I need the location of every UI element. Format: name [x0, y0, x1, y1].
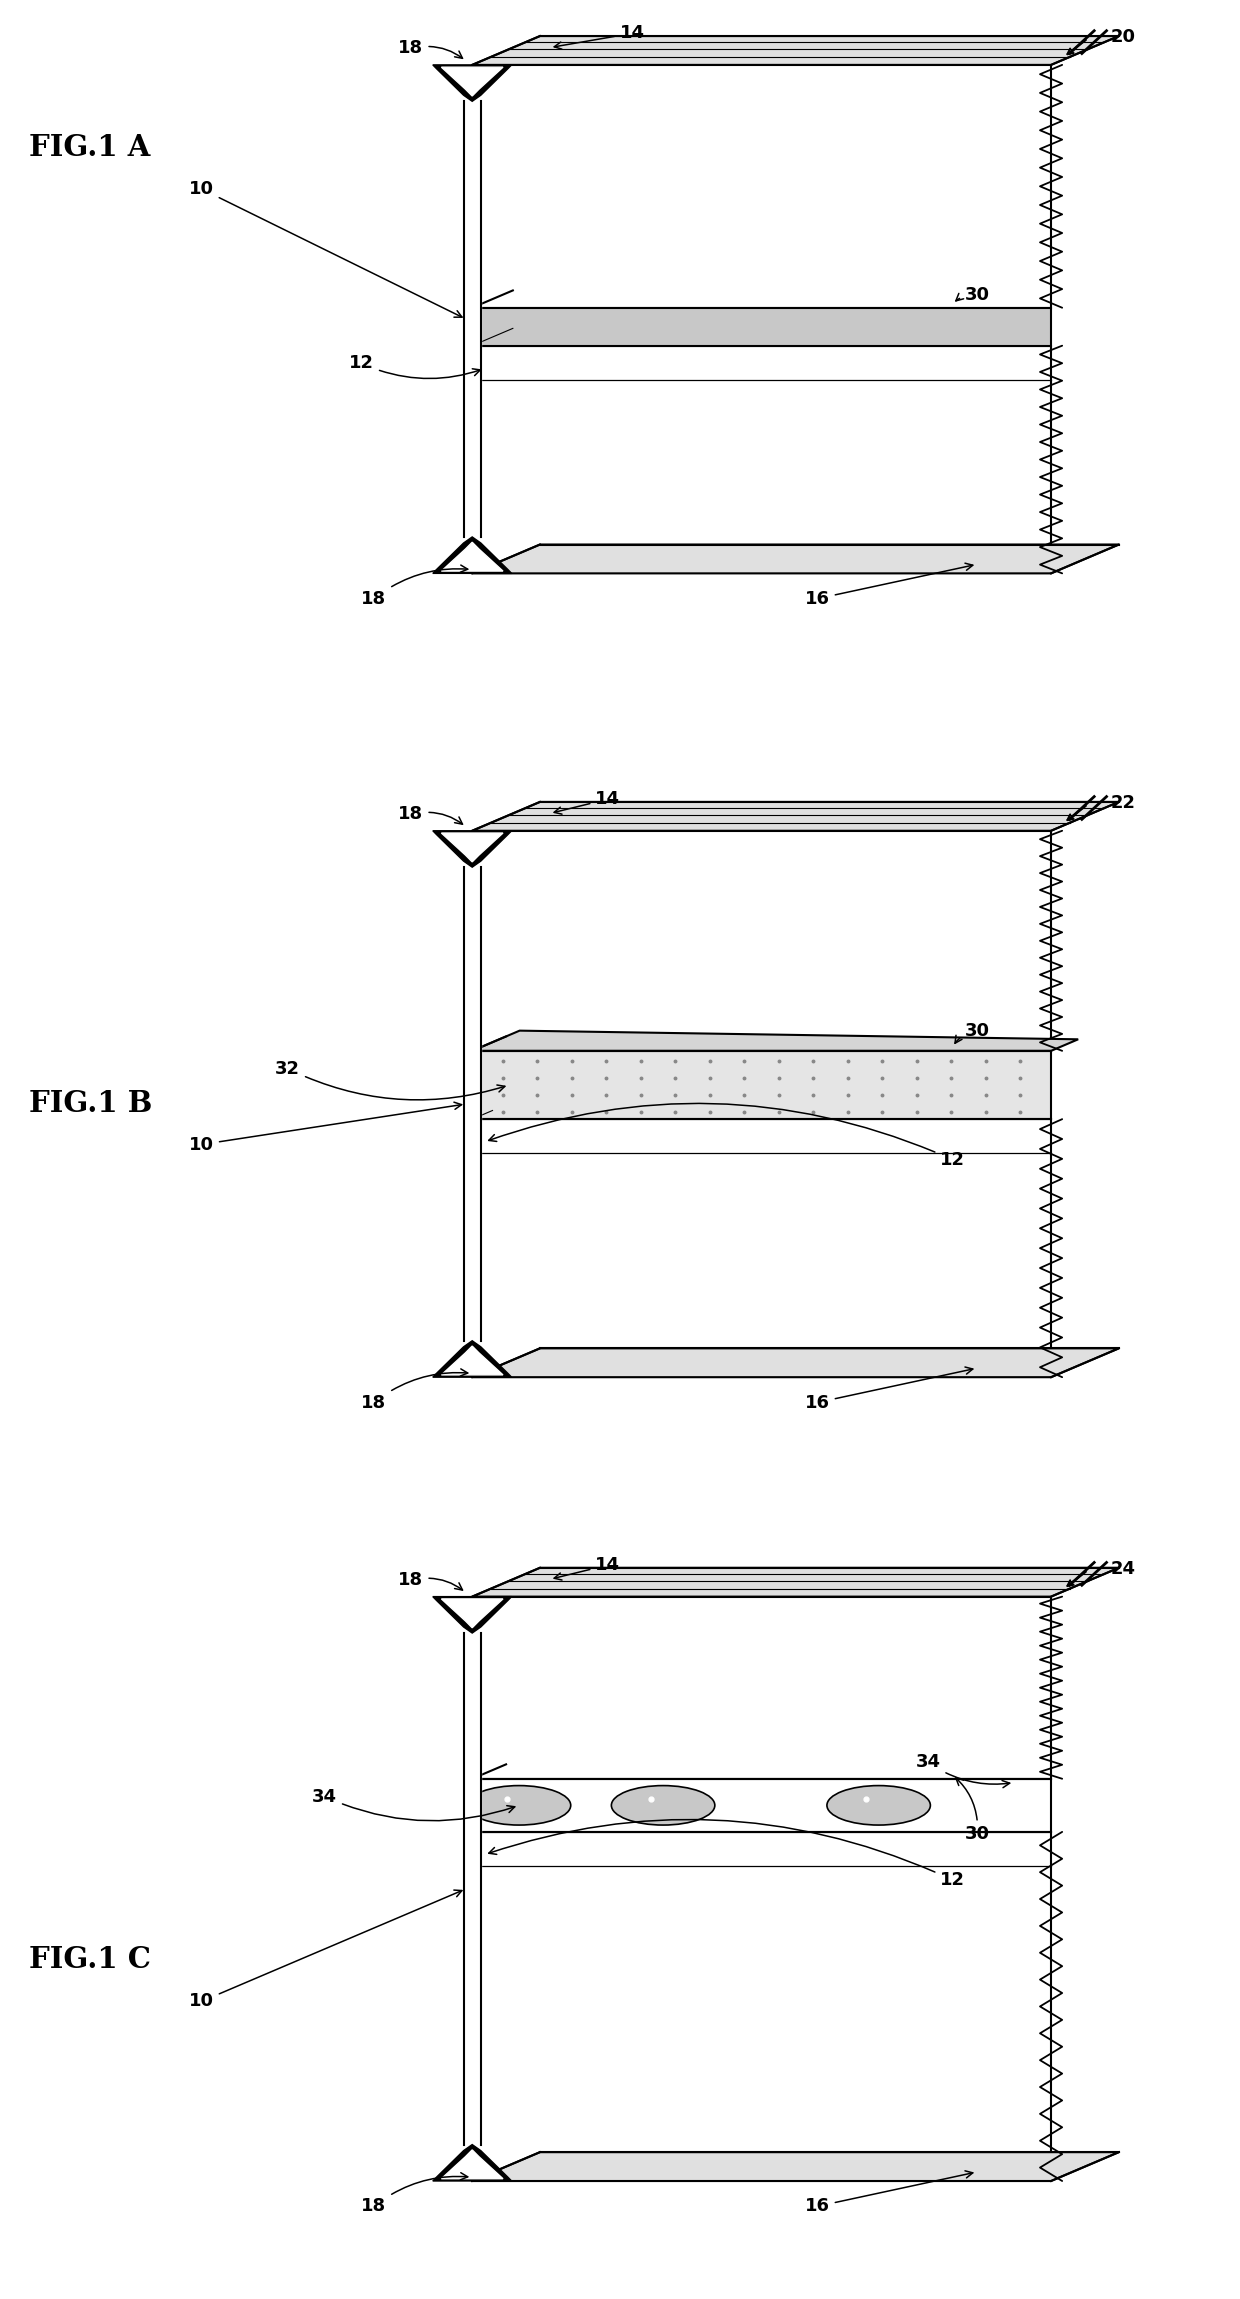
- Text: 20: 20: [1110, 28, 1135, 46]
- Text: 16: 16: [805, 2170, 973, 2216]
- Text: 30: 30: [956, 285, 990, 303]
- Polygon shape: [433, 830, 512, 867]
- Polygon shape: [441, 67, 503, 97]
- Text: 22: 22: [1110, 793, 1135, 812]
- Text: 16: 16: [805, 563, 973, 607]
- Polygon shape: [472, 1596, 1052, 1779]
- Text: FIG.1 C: FIG.1 C: [29, 1945, 151, 1975]
- Polygon shape: [433, 2145, 512, 2182]
- Text: FIG.1 A: FIG.1 A: [29, 133, 150, 161]
- Text: 24: 24: [1110, 1559, 1135, 1577]
- Polygon shape: [433, 538, 512, 572]
- Polygon shape: [441, 1345, 503, 1375]
- Polygon shape: [433, 64, 512, 101]
- Ellipse shape: [827, 1786, 930, 1825]
- Polygon shape: [472, 308, 1052, 345]
- Polygon shape: [472, 2152, 1118, 2182]
- Polygon shape: [472, 345, 1052, 572]
- Polygon shape: [441, 2150, 503, 2179]
- Polygon shape: [441, 832, 503, 862]
- Text: 30: 30: [956, 1777, 990, 1844]
- Polygon shape: [472, 1568, 1118, 1596]
- Polygon shape: [472, 1779, 1052, 1832]
- Text: 18: 18: [398, 39, 463, 57]
- Text: 18: 18: [398, 805, 463, 825]
- Polygon shape: [472, 1832, 1052, 2182]
- Polygon shape: [464, 101, 481, 538]
- Text: 16: 16: [805, 1368, 973, 1412]
- Polygon shape: [472, 1347, 1118, 1377]
- Text: 12: 12: [489, 1104, 965, 1168]
- Text: 14: 14: [554, 25, 645, 48]
- Polygon shape: [472, 1120, 1052, 1377]
- Text: 32: 32: [275, 1060, 505, 1099]
- Polygon shape: [464, 1632, 481, 2145]
- Text: 10: 10: [188, 1890, 463, 2009]
- Text: FIG.1 B: FIG.1 B: [29, 1087, 153, 1117]
- Polygon shape: [472, 1030, 1079, 1051]
- Polygon shape: [472, 830, 1052, 1051]
- Polygon shape: [441, 543, 503, 570]
- Text: 34: 34: [312, 1789, 515, 1821]
- Ellipse shape: [467, 1786, 570, 1825]
- Text: 14: 14: [554, 791, 620, 814]
- Polygon shape: [464, 867, 481, 1340]
- Polygon shape: [472, 64, 1052, 308]
- Polygon shape: [433, 1596, 512, 1632]
- Text: 14: 14: [554, 1556, 620, 1579]
- Text: 18: 18: [361, 2173, 467, 2216]
- Polygon shape: [472, 802, 1118, 830]
- Polygon shape: [433, 1340, 512, 1377]
- Ellipse shape: [611, 1786, 714, 1825]
- Text: 18: 18: [398, 1570, 463, 1591]
- Text: 12: 12: [348, 354, 480, 379]
- Text: 30: 30: [955, 1021, 990, 1044]
- Polygon shape: [441, 1598, 503, 1628]
- Text: 18: 18: [361, 1368, 467, 1412]
- Text: 18: 18: [361, 566, 467, 607]
- Text: 12: 12: [489, 1819, 965, 1890]
- Text: 10: 10: [188, 179, 463, 317]
- Polygon shape: [472, 37, 1118, 64]
- Text: 10: 10: [188, 1101, 461, 1154]
- Polygon shape: [472, 1051, 1052, 1120]
- Text: 34: 34: [915, 1754, 1009, 1789]
- Polygon shape: [472, 545, 1118, 572]
